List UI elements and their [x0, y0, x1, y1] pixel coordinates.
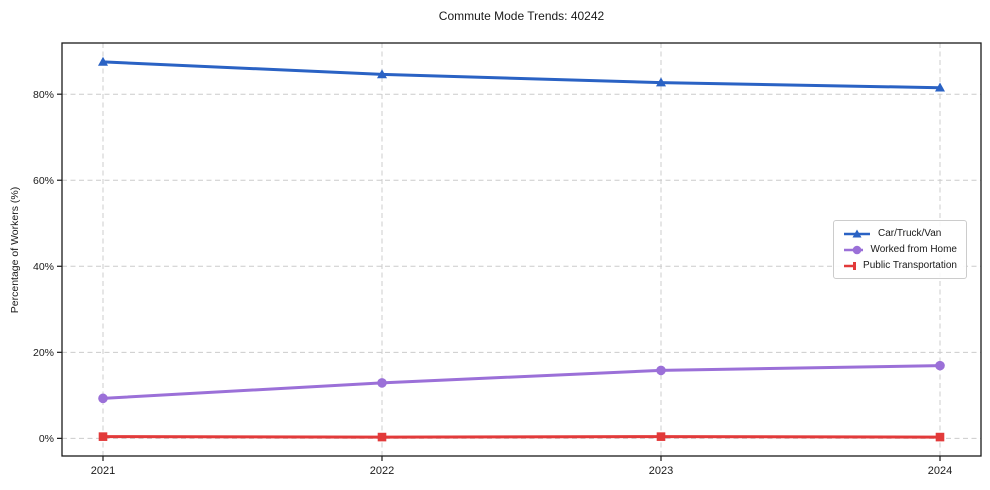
x-tick-label-2022: 2022 — [370, 465, 394, 477]
marker-worked-from-home-2023 — [656, 365, 666, 376]
y-tick-label-40%: 40% — [33, 261, 54, 273]
plot-frame — [61, 42, 982, 457]
series-line-car-truck-van — [101, 60, 942, 90]
legend-square-marker-icon — [844, 261, 857, 270]
chart-title: Commute Mode Trends: 40242 — [438, 9, 605, 23]
y-tick-label-80%: 80% — [33, 89, 54, 101]
y-tick-label-0%: 0% — [39, 433, 54, 445]
legend-label-worked-from-home: Worked from Home — [870, 244, 957, 255]
marker-car-truck-van-2023 — [656, 77, 666, 87]
y-tick-label-20%: 20% — [33, 347, 54, 359]
marker-public-transportation-2021 — [98, 432, 108, 441]
marker-car-truck-van-2024 — [935, 82, 945, 92]
marker-car-truck-van-2021 — [98, 56, 108, 66]
marker-worked-from-home-2022 — [377, 378, 387, 388]
legend-item-public-transportation: Public Transportation — [843, 259, 957, 272]
marker-worked-from-home-2021 — [98, 393, 108, 404]
marker-public-transportation-2024 — [935, 432, 945, 442]
legend-item-car-truck-van: Car/Truck/Van — [843, 227, 957, 240]
legend-triangle-marker-icon — [844, 229, 870, 237]
y-tick-label-60%: 60% — [33, 175, 54, 187]
legend-circle-marker-icon — [844, 245, 864, 254]
legend-item-worked-from-home: Worked from Home — [843, 243, 957, 256]
marker-worked-from-home-2024 — [935, 360, 945, 371]
series-line-worked-from-home — [101, 364, 942, 400]
marker-public-transportation-2022 — [377, 432, 387, 442]
legend: Car/Truck/Van Worked from Home Public Tran… — [833, 220, 967, 279]
x-tick-label-2021: 2021 — [91, 465, 115, 477]
x-tick-label-2024: 2024 — [928, 465, 952, 477]
marker-public-transportation-2023 — [656, 432, 666, 441]
x-tick-label-2023: 2023 — [649, 465, 673, 477]
legend-label-public-transportation: Public Transportation — [863, 260, 957, 271]
marker-car-truck-van-2022 — [377, 69, 387, 79]
legend-label-car-truck-van: Car/Truck/Van — [878, 228, 942, 239]
